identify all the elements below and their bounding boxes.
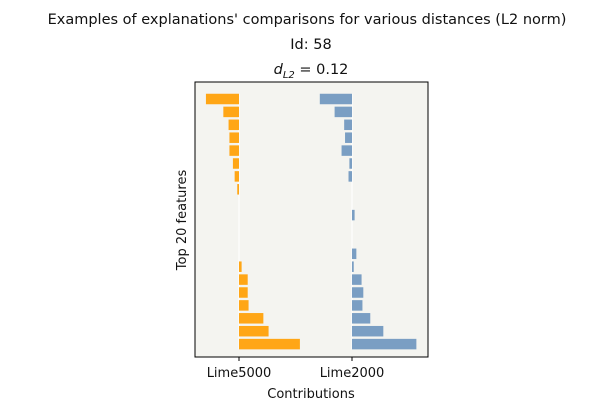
bar-lime2000-feature-7 [348,171,352,182]
chart-subtitle-id: Id: 58 [290,37,331,53]
bar-lime2000-feature-19 [352,325,384,337]
bar-lime2000-feature-5 [341,145,352,156]
bar-lime5000-feature-17 [239,300,249,311]
x-ticks: Lime5000 Lime2000 [207,357,385,381]
bar-lime2000-feature-6 [349,158,352,169]
bar-lime5000-feature-20 [239,338,300,350]
chart-title: Examples of explanations' comparisons fo… [48,12,567,28]
bar-lime5000-feature-3 [228,119,239,131]
bar-lime5000-feature-4 [229,132,239,143]
bar-lime2000-feature-18 [352,313,371,324]
bar-lime2000-feature-15 [352,274,362,285]
x-axis-label: Contributions [267,387,355,402]
x-tick-label-lime5000: Lime5000 [207,366,272,381]
distance-value: = 0.12 [295,62,349,78]
bar-lime2000-feature-10 [352,209,355,221]
bar-lime2000-feature-14 [352,261,354,272]
bar-lime5000-feature-8 [237,184,239,195]
bar-lime2000-feature-4 [345,132,352,143]
bar-lime5000-feature-5 [229,145,239,156]
bar-lime2000-feature-1 [319,93,352,105]
bar-lime2000-feature-3 [344,119,352,131]
bar-lime5000-feature-2 [223,106,239,118]
bar-lime2000-feature-13 [352,248,357,260]
bar-lime5000-feature-7 [234,171,239,182]
bar-lime5000-feature-14 [239,261,242,272]
bar-lime5000-feature-15 [239,274,248,285]
bar-lime2000-feature-17 [352,300,363,311]
bar-lime2000-feature-20 [352,338,417,350]
chart-subtitle-distance: dL2 = 0.12 [274,62,349,81]
bars-layer [205,93,417,350]
distance-subscript: L2 [283,70,295,81]
x-tick-label-lime2000: Lime2000 [320,366,385,381]
distance-symbol: d [274,62,284,78]
bar-lime5000-feature-18 [239,313,264,324]
y-axis-label: Top 20 features [175,170,190,272]
bar-lime5000-feature-16 [239,287,248,298]
bar-lime2000-feature-2 [334,106,352,118]
bar-lime5000-feature-1 [205,93,239,105]
bar-lime2000-feature-16 [352,287,364,298]
bar-lime5000-feature-19 [239,325,269,337]
bar-lime5000-feature-6 [232,158,239,169]
